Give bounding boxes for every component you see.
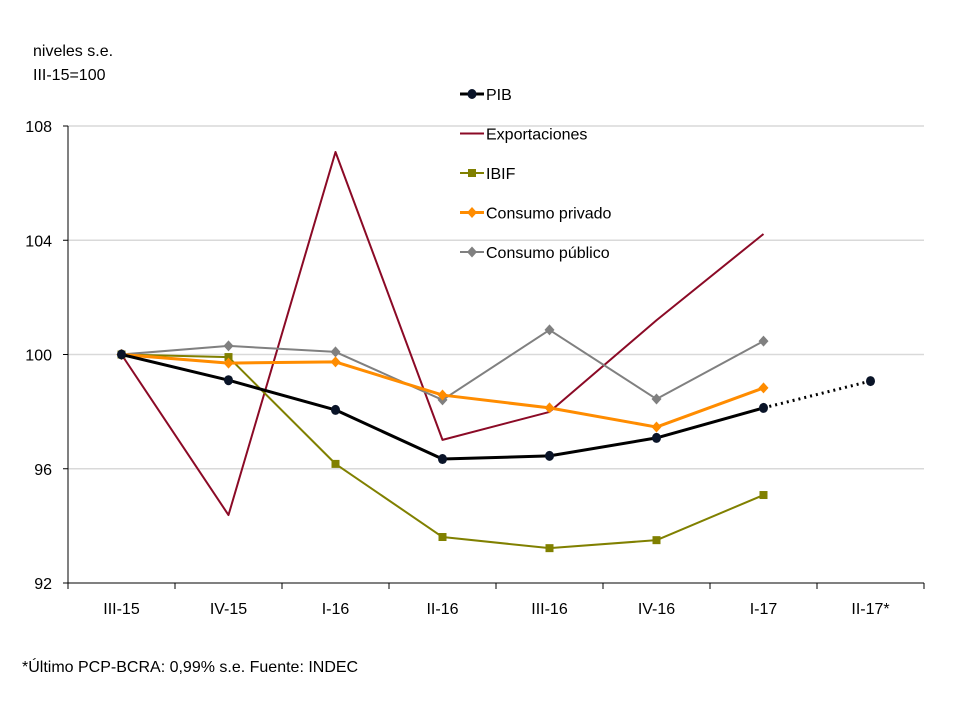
data-point xyxy=(545,544,554,553)
x-tick-label: III-16 xyxy=(531,601,568,618)
y-tick-label: 100 xyxy=(25,348,52,365)
y-tick-label: 92 xyxy=(34,576,52,593)
data-point xyxy=(438,533,447,542)
legend-label: PIB xyxy=(486,87,512,104)
legend-entry: PIB xyxy=(460,87,512,104)
data-point xyxy=(544,402,555,414)
legend-entry: IBIF xyxy=(460,166,516,183)
y-tick-label: 104 xyxy=(25,233,52,250)
series-consumo-privado xyxy=(116,349,769,433)
data-point xyxy=(652,536,661,545)
data-point xyxy=(651,393,662,405)
legend-label: IBIF xyxy=(486,166,516,183)
data-point xyxy=(223,357,234,369)
data-point xyxy=(224,353,233,362)
y-tick-label: 108 xyxy=(25,119,52,136)
data-point xyxy=(468,169,476,177)
data-point xyxy=(758,335,769,347)
data-point xyxy=(651,421,662,433)
series-pib xyxy=(117,349,875,465)
x-tick-label: III-15 xyxy=(103,601,140,618)
x-tick-label: I-16 xyxy=(322,601,350,618)
data-point xyxy=(758,382,769,394)
data-point xyxy=(223,340,234,352)
data-point xyxy=(652,432,661,443)
ylabel-line-2: III-15=100 xyxy=(33,67,106,84)
x-tick-label: II-17* xyxy=(851,601,889,618)
series-exportaciones xyxy=(120,150,765,517)
series-line xyxy=(120,150,765,517)
x-tick-label: II-16 xyxy=(426,601,458,618)
legend-entry: Consumo privado xyxy=(460,206,612,223)
data-point xyxy=(759,402,768,413)
series-line-projection xyxy=(763,379,871,410)
series-line xyxy=(121,353,764,550)
legend-label: Exportaciones xyxy=(486,127,587,144)
data-point xyxy=(331,404,340,415)
x-tick-label: IV-16 xyxy=(638,601,675,618)
series-line xyxy=(121,328,764,401)
x-tick-label: I-17 xyxy=(750,601,778,618)
data-point xyxy=(330,356,341,368)
data-point xyxy=(330,346,341,358)
legend-entry: Exportaciones xyxy=(460,127,587,144)
data-point xyxy=(544,324,555,336)
ylabel-line-1: niveles s.e. xyxy=(33,43,113,60)
footnote: *Último PCP-BCRA: 0,99% s.e. Fuente: IND… xyxy=(22,657,358,676)
data-point xyxy=(467,89,477,99)
data-point xyxy=(759,491,768,500)
legend-entry: Consumo público xyxy=(460,245,610,262)
data-point xyxy=(117,349,126,360)
x-tick-label: IV-15 xyxy=(210,601,247,618)
data-point xyxy=(437,389,448,401)
data-point xyxy=(331,459,340,468)
legend-label: Consumo público xyxy=(486,245,610,262)
data-point xyxy=(467,207,477,218)
series-line xyxy=(121,353,764,461)
data-point xyxy=(224,375,233,386)
data-point xyxy=(438,454,447,465)
legend-label: Consumo privado xyxy=(486,206,612,223)
data-point xyxy=(545,450,554,461)
y-tick-label: 96 xyxy=(34,462,52,479)
data-point xyxy=(866,376,875,387)
series-ibif xyxy=(117,350,768,553)
data-point xyxy=(467,246,477,258)
